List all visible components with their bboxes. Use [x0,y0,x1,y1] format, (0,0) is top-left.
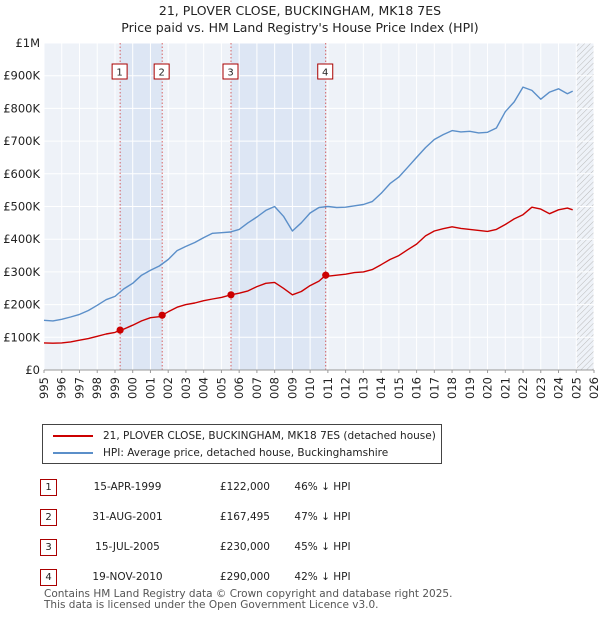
sale-point [227,291,235,299]
y-tick-label: £400K [3,232,40,246]
sale-label-box [317,63,334,80]
transaction-number: 4 [40,568,57,586]
footer-copyright: Contains HM Land Registry data © Crown c… [44,588,453,600]
x-tick-label: 2015 [392,377,406,400]
x-tick-label: 2022 [516,377,530,400]
transaction-date: 31-AUG-2001 [92,511,163,523]
y-tick-label: £0 [25,363,40,377]
sale-point [322,271,330,279]
legend: 21, PLOVER CLOSE, BUCKINGHAM, MK18 7ES (… [42,424,442,464]
x-tick-label: 2021 [498,377,512,400]
x-tick-label: 1997 [72,377,86,400]
x-tick-label: 2020 [481,377,495,400]
y-tick-label: £1M [15,36,40,50]
transaction-number: 1 [40,478,57,496]
transaction-hpi-diff: 46% ↓ HPI [294,481,351,493]
price-chart: 1 2 3 4 £0 £100K £200K £300K £400K £500K £600K £700… [3,36,600,400]
transaction-date: 15-APR-1999 [93,481,162,493]
x-tick-label: 2012 [339,377,353,400]
y-tick-label: £800K [3,101,40,115]
legend-label-property: 21, PLOVER CLOSE, BUCKINGHAM, MK18 7ES (… [103,430,436,442]
sale-label-box [222,63,239,80]
y-tick-label: £200K [3,298,40,312]
x-tick-label: 2016 [410,377,424,400]
transaction-row: 4 19-NOV-2010 £290,000 42% ↓ HPI [40,562,375,592]
x-tick-label: 2013 [356,377,370,400]
hpi-line [43,86,574,322]
x-tick-label: 2019 [463,377,477,400]
legend-item-property: 21, PLOVER CLOSE, BUCKINGHAM, MK18 7ES (… [53,428,436,444]
x-tick-label: 2024 [552,377,566,400]
x-tick-label: 2001 [143,377,157,400]
transaction-number: 2 [40,508,57,526]
footer: Contains HM Land Registry data © Crown c… [44,589,452,611]
y-tick-label: £500K [3,200,40,214]
transaction-row: 2 31-AUG-2001 £167,495 47% ↓ HPI [40,502,375,532]
x-tick-label: 2026 [587,377,600,400]
transaction-number: 3 [40,538,57,556]
x-tick-label: 2014 [374,377,388,400]
legend-label-hpi: HPI: Average price, detached house, Buck… [103,447,389,459]
x-tick-label: 2017 [427,377,441,400]
transaction-date: 19-NOV-2010 [92,571,163,583]
y-tick-label: £700K [3,134,40,148]
x-tick-label: 1995 [37,377,51,400]
sale-label-box [111,63,128,80]
transaction-price: £122,000 [219,481,270,493]
x-tick-label: 2007 [250,377,264,400]
sale-label: 2 [158,68,164,79]
transaction-hpi-diff: 47% ↓ HPI [294,511,351,523]
transaction-row: 3 15-JUL-2005 £230,000 45% ↓ HPI [40,532,375,562]
x-tick-label: 2006 [232,377,246,400]
transaction-price: £290,000 [219,571,270,583]
sale-point [158,311,166,319]
y-tick-label: £900K [3,69,40,83]
x-tick-label: 2008 [268,377,282,400]
x-tick-label: 2000 [126,377,140,400]
x-tick-label: 2010 [303,377,317,400]
x-tick-label: 2025 [569,377,583,400]
x-tick-label: 2009 [285,377,299,400]
legend-swatch-hpi [53,452,93,454]
transaction-price: £167,495 [219,511,270,523]
transactions-table: 1 15-APR-1999 £122,000 46% ↓ HPI 2 31-AUG-200… [40,472,375,592]
x-tick-label: 2004 [197,377,211,400]
x-tick-label: 2018 [445,377,459,400]
transaction-hpi-diff: 42% ↓ HPI [294,571,351,583]
footer-licence: This data is licensed under the Open Gov… [44,599,379,611]
x-tick-label: 1998 [90,377,104,400]
x-tick-label: 2003 [179,377,193,400]
sale-label: 3 [227,68,233,79]
x-tick-label: 2011 [321,377,335,400]
sale-point [116,326,124,334]
transaction-hpi-diff: 45% ↓ HPI [294,541,351,553]
property-price-line [43,206,573,344]
legend-swatch-property [53,435,93,437]
x-tick-label: 1999 [108,377,122,400]
transaction-date: 15-JUL-2005 [95,541,160,553]
x-tick-label: 2023 [534,377,548,400]
transaction-row: 1 15-APR-1999 £122,000 46% ↓ HPI [40,472,375,502]
legend-item-hpi: HPI: Average price, detached house, Buck… [53,445,388,461]
x-tick-label: 1996 [55,377,69,400]
x-tick-label: 2002 [161,377,175,400]
y-tick-label: £600K [3,167,40,181]
sale-label: 4 [322,68,328,79]
sale-label-box [153,63,170,80]
y-tick-label: £100K [3,330,40,344]
chart-title: 21, PLOVER CLOSE, BUCKINGHAM, MK18 7ES [158,3,442,18]
sale-label: 1 [116,68,122,79]
x-tick-label: 2005 [214,377,228,400]
chart-subtitle: Price paid vs. HM Land Registry's House … [121,20,479,35]
y-tick-label: £300K [3,265,40,279]
transaction-price: £230,000 [219,541,270,553]
